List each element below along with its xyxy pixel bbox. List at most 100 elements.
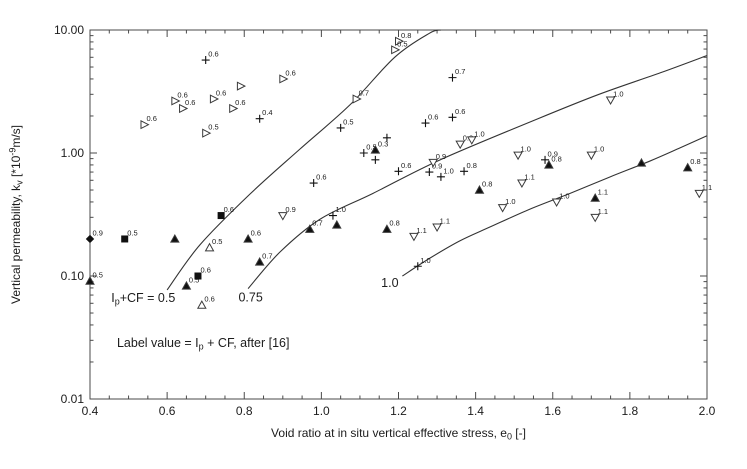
point-label: 0.3 (378, 139, 388, 148)
point-label: 0.8 (690, 157, 700, 166)
data-point-plus (460, 167, 469, 176)
point-label: 0.5 (189, 275, 199, 284)
data-point-triangle-down-open (586, 151, 597, 161)
data-point-plus (309, 179, 318, 188)
data-point-triangle-up-filled (254, 256, 265, 266)
series-open-up-triangles: 0.5 0.6 (196, 237, 222, 309)
x-tick-label: 1.8 (622, 404, 639, 418)
point-label: 0.9 (93, 228, 103, 237)
point-label: 0.9 (285, 205, 295, 214)
point-label: 0.6 (146, 114, 156, 123)
data-point-triangle-up-filled (636, 157, 647, 167)
point-label: 1.1 (598, 207, 608, 216)
data-point-diamond-filled (85, 234, 95, 244)
data-point-triangle-right-open (202, 128, 212, 138)
data-point-triangle-down-open (551, 198, 562, 207)
data-point-triangle-right-open (171, 96, 181, 106)
data-point-triangle-up-filled (169, 233, 180, 243)
point-label: 1.0 (559, 191, 569, 200)
point-label: 0.5 (343, 117, 353, 126)
data-point-triangle-down-open (409, 232, 419, 242)
data-point-triangle-down-open (428, 158, 439, 168)
data-point-plus (394, 167, 403, 176)
data-point-triangle-down-open (497, 204, 508, 213)
x-tick-label: 1.2 (390, 404, 407, 418)
data-point-triangle-down-open (455, 140, 466, 150)
data-point-triangle-up-filled (382, 224, 392, 233)
curve-label: 1.0 (381, 276, 398, 290)
point-label: 0.5 (397, 39, 407, 48)
point-label: 0.6 (177, 90, 187, 99)
data-point-triangle-down-open (694, 189, 705, 199)
point-label: 0.8 (551, 154, 561, 163)
curve-ip-cf-0.5 (166, 29, 442, 291)
point-label: 0.6 (208, 50, 218, 59)
point-label: 1.0 (474, 129, 484, 138)
point-label: 1.0 (420, 256, 430, 265)
y-axis-title: Vertical permeability, kv [*10-9m/s] (8, 125, 25, 304)
data-point-plus (448, 73, 457, 82)
point-label: 0.6 (316, 173, 326, 182)
point-label: 0.8 (401, 31, 411, 40)
data-point-triangle-up-filled (370, 144, 381, 154)
data-point-triangle-up-filled (85, 276, 95, 285)
series-open-down-triangles: 0.90.90.8 1.01.0 1.01.01.11.11.11.01.01.11… (277, 89, 712, 242)
data-point-plus (336, 123, 345, 132)
x-axis-title: Void ratio at in situ vertical effective… (271, 426, 526, 442)
point-label: 0.8 (389, 219, 399, 228)
data-point-triangle-right-open (391, 45, 401, 55)
series-filled-squares: 0.5 0.6 0.6 (121, 205, 234, 280)
y-tick-label: 10.00 (54, 23, 84, 37)
data-point-triangle-right-open (140, 120, 150, 130)
point-label: 0.5 (127, 228, 137, 237)
data-point-triangle-right-open (395, 36, 405, 46)
x-tick-label: 1.6 (544, 404, 561, 418)
point-label: 0.9 (432, 162, 442, 171)
point-label: 0.6 (235, 98, 245, 107)
data-point-triangle-down-open (605, 96, 616, 105)
data-point-plus (448, 113, 457, 122)
data-point-plus (413, 262, 422, 271)
point-label: 1.0 (505, 197, 515, 206)
annotation-label-meaning: Label value = Ip + CF, after [16] (117, 336, 290, 352)
x-tick-label: 0.6 (159, 404, 176, 418)
data-point-triangle-up-filled (331, 219, 342, 229)
point-label: 0.8 (482, 180, 492, 189)
point-label: 0.6 (285, 68, 295, 77)
point-label: 1.0 (613, 89, 623, 98)
data-point-triangle-right-open (179, 103, 189, 114)
series-filled-up-triangles: 0.50.50.30.80.8 0.80.7 0.80.60.71.1 (85, 139, 701, 290)
point-label: 0.5 (212, 237, 222, 246)
point-label: 1.1 (598, 188, 608, 197)
data-point-triangle-down-open (277, 212, 288, 221)
point-label: 0.7 (312, 219, 322, 228)
point-label: 0.9 (436, 152, 446, 161)
point-label: 0.5 (208, 123, 218, 132)
y-tick-label: 1.00 (61, 146, 85, 160)
curve-ip-cf-1.0 (402, 135, 708, 277)
data-point-triangle-right-open (279, 74, 289, 84)
point-label: 0.4 (262, 108, 272, 117)
data-point-triangle-up-filled (544, 159, 554, 169)
x-tick-label: 0.8 (236, 404, 253, 418)
point-label: 0.6 (185, 98, 195, 107)
data-point-square-filled (121, 235, 129, 243)
data-point-plus (382, 133, 391, 142)
y-tick-labels: 10.00 1.00 0.10 0.01 (54, 23, 84, 406)
data-point-plus (425, 168, 434, 177)
point-label: 1.0 (443, 166, 453, 175)
point-label: 1.0 (521, 145, 531, 154)
data-point-plus (255, 114, 264, 123)
data-point-triangle-down-open (517, 179, 527, 189)
data-point-square-filled (217, 212, 225, 220)
point-label: 1.0 (335, 205, 345, 214)
axis-ticks (89, 29, 708, 400)
data-point-plus (371, 155, 380, 164)
point-label: 1.1 (524, 173, 534, 182)
series-filled-diamonds: 0.9 (85, 228, 103, 244)
point-label: 0.6 (251, 228, 261, 237)
data-point-triangle-right-open (236, 81, 247, 91)
series-open-right-triangles: 0.60.60.60.60.60.60.50.70.80.5 (140, 31, 411, 138)
